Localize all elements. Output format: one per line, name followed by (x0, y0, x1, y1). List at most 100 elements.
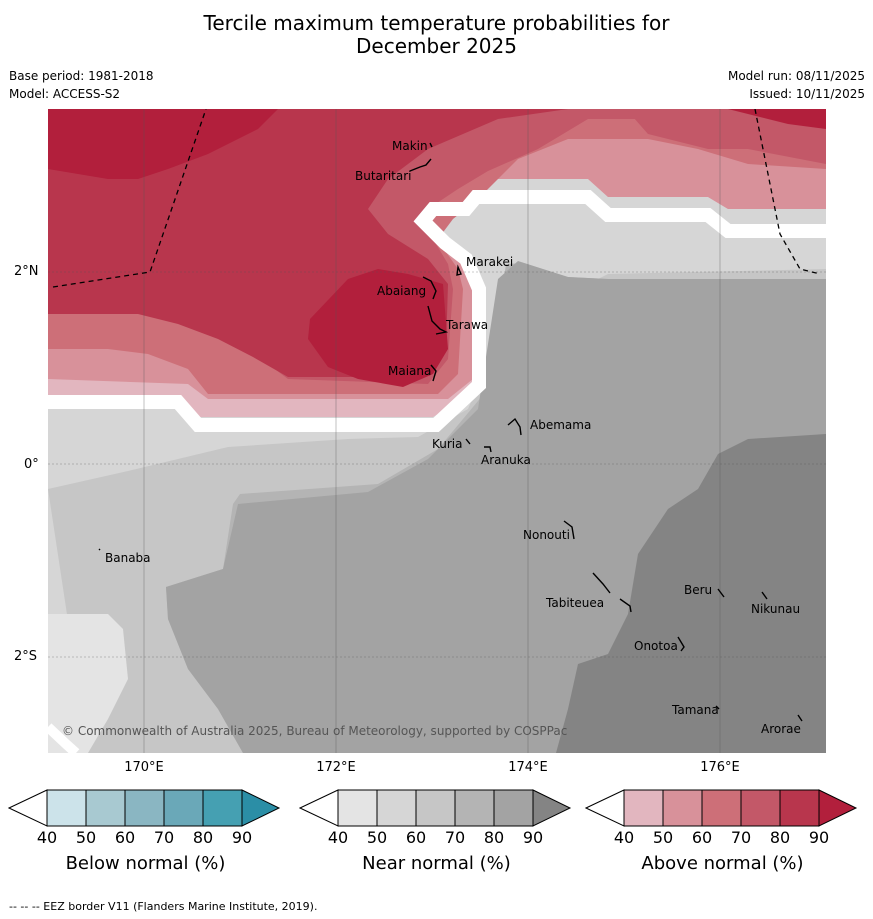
lat-label-0: 0° (24, 457, 39, 472)
above-swatch-50 (662, 789, 703, 827)
colorbar-near-ticks: 40 50 60 70 80 90 (299, 828, 574, 848)
lat-label-2n: 2°N (14, 264, 39, 279)
lat-label-2s: 2°S (14, 649, 38, 664)
place-tabiteuea: Tabiteuea (546, 596, 605, 610)
lon-label-176: 176°E (700, 760, 740, 775)
below-tick-90: 90 (231, 828, 253, 847)
place-banaba: Banaba (105, 551, 151, 565)
near-tick-70: 70 (444, 828, 466, 847)
near-extend-low (299, 789, 339, 827)
place-aranuka: Aranuka (481, 453, 531, 467)
place-butaritari: Butaritari (355, 169, 412, 183)
near-swatch-50 (376, 789, 417, 827)
place-maiana: Maiana (388, 364, 432, 378)
island-abaiang (422, 276, 437, 300)
place-onotoa: Onotoa (634, 639, 678, 653)
above-swatch-40 (623, 789, 664, 827)
below-extend-low (8, 789, 48, 827)
meta-right: Model run: 08/11/2025 Issued: 10/11/2025 (728, 67, 865, 103)
above-tick-70: 70 (730, 828, 752, 847)
model-run: Model run: 08/11/2025 (727, 69, 865, 83)
near-tick-50: 50 (366, 828, 388, 847)
island-marakei (456, 264, 462, 276)
above-tick-80: 80 (769, 828, 791, 847)
place-nikunau: Nikunau (751, 602, 801, 616)
title-line-1: Tercile maximum temperature probabilitie… (203, 11, 670, 35)
above-swatch-60 (701, 789, 742, 827)
below-tick-40: 40 (36, 828, 58, 847)
above-tick-90: 90 (808, 828, 830, 847)
lon-label-170: 170°E (124, 760, 164, 775)
island-nonouti (563, 520, 575, 540)
island-aranuka (484, 446, 492, 453)
below-swatch-40 (46, 789, 87, 827)
below-tick-50: 50 (75, 828, 97, 847)
island-tamana (715, 705, 720, 710)
above-swatch-80 (779, 789, 820, 827)
region-above-90 (308, 269, 448, 387)
place-makin: Makin (392, 139, 428, 153)
meta-left: Base period: 1981-2018 Model: ACCESS-S2 (9, 67, 154, 103)
place-tarawa: Tarawa (446, 318, 489, 332)
island-banaba (98, 548, 101, 551)
white-band-sw (48, 723, 80, 753)
base-period: Base period: 1981-2018 (9, 69, 154, 83)
place-marakei: Marakei (466, 255, 514, 269)
island-nikunau (761, 591, 768, 600)
below-tick-70: 70 (153, 828, 175, 847)
below-swatch-60 (124, 789, 165, 827)
islands (98, 142, 803, 722)
island-abemama (507, 417, 522, 436)
above-tick-40: 40 (613, 828, 635, 847)
near-swatch-60 (415, 789, 456, 827)
copyright-notice: © Commonwealth of Australia 2025, Bureau… (62, 724, 568, 738)
place-nonouti: Nonouti (523, 528, 570, 542)
colorbar-below (8, 789, 281, 827)
near-swatch-70 (454, 789, 495, 827)
region-near-40-sw2 (48, 614, 128, 753)
above-extend-high (818, 789, 858, 827)
colorbar-below-ticks: 40 50 60 70 80 90 (8, 828, 283, 848)
place-arorae: Arorae (761, 722, 801, 736)
white-band (48, 190, 826, 432)
eez-footnote: -- -- -- EEZ border V11 (Flanders Marine… (9, 900, 318, 913)
island-tabiteuea (592, 572, 632, 613)
title-line-2: December 2025 (356, 34, 517, 58)
place-kuria: Kuria (432, 437, 463, 451)
place-beru: Beru (684, 583, 713, 597)
island-beru (717, 588, 725, 598)
colorbar-below-swatches (8, 789, 281, 827)
colorbar-above-ticks: 40 50 60 70 80 90 (585, 828, 860, 848)
near-tick-40: 40 (327, 828, 349, 847)
lon-label-172: 172°E (316, 760, 356, 775)
chart-title: Tercile maximum temperature probabilitie… (0, 12, 873, 58)
colorbar-near (299, 789, 572, 827)
colorbar-near-swatches (299, 789, 572, 827)
colorbar-above (585, 789, 858, 827)
near-tick-90: 90 (522, 828, 544, 847)
model-name: Model: ACCESS-S2 (9, 87, 121, 101)
above-extend-low (585, 789, 625, 827)
island-butaritari (409, 158, 432, 172)
colorbar-above-swatches (585, 789, 858, 827)
near-swatch-40 (337, 789, 378, 827)
above-swatch-70 (740, 789, 781, 827)
near-extend-high (532, 789, 572, 827)
below-swatch-80 (202, 789, 243, 827)
island-arorae (797, 714, 803, 722)
below-tick-80: 80 (192, 828, 214, 847)
near-tick-80: 80 (483, 828, 505, 847)
place-abaiang: Abaiang (377, 284, 427, 298)
place-tamana: Tamana (672, 703, 719, 717)
colorbar-near-label: Near normal (%) (362, 853, 511, 874)
region-above-80-c (48, 109, 278, 179)
island-maiana (430, 364, 437, 382)
island-makin (429, 142, 433, 148)
below-extend-high (241, 789, 281, 827)
eez-border (52, 109, 821, 288)
place-abemama: Abemama (530, 418, 592, 432)
near-tick-60: 60 (405, 828, 427, 847)
island-kuria (465, 438, 471, 445)
below-swatch-70 (163, 789, 204, 827)
issued-date: Issued: 10/11/2025 (749, 87, 865, 101)
